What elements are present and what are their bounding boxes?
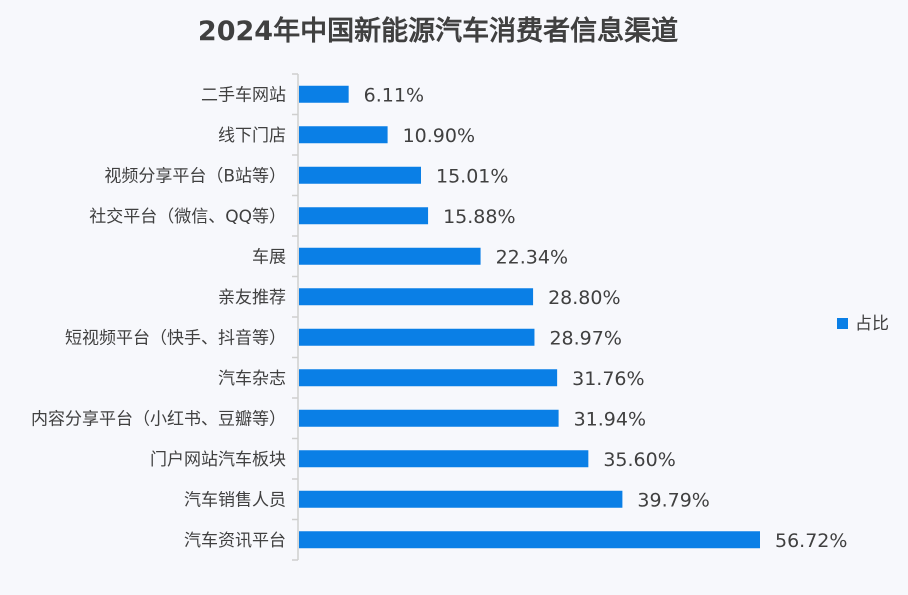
bar[interactable] — [299, 85, 349, 103]
data-label: 31.76% — [572, 368, 644, 390]
legend-swatch — [837, 318, 848, 329]
data-label: 31.94% — [574, 408, 646, 430]
y-axis — [292, 73, 299, 561]
data-label: 28.80% — [548, 287, 620, 309]
data-label: 56.72% — [775, 530, 847, 552]
bar[interactable] — [299, 288, 534, 306]
data-label: 10.90% — [403, 125, 475, 147]
legend[interactable]: 占比 — [837, 314, 889, 334]
category-label: 汽车杂志 — [218, 369, 286, 389]
legend-label: 占比 — [855, 314, 889, 334]
category-label: 社交平台（微信、QQ等） — [89, 207, 286, 227]
category-label: 内容分享平台（小红书、豆瓣等） — [31, 409, 286, 429]
data-label: 35.60% — [603, 449, 675, 471]
bar[interactable] — [299, 166, 421, 184]
category-label: 汽车销售人员 — [184, 490, 286, 510]
bar[interactable] — [299, 207, 429, 225]
bar[interactable] — [299, 409, 559, 427]
category-label: 汽车资讯平台 — [184, 531, 286, 551]
category-label: 门户网站汽车板块 — [150, 450, 286, 470]
bar[interactable] — [299, 369, 558, 387]
data-label: 15.01% — [436, 165, 508, 187]
bars-group — [299, 85, 760, 549]
category-label: 短视频平台（快手、抖音等） — [65, 328, 286, 348]
category-label: 线下门店 — [218, 126, 286, 146]
chart-title: 2024年中国新能源汽车消费者信息渠道 — [198, 15, 678, 47]
data-label: 15.88% — [443, 206, 515, 228]
bar[interactable] — [299, 247, 481, 265]
category-label: 车展 — [252, 247, 286, 267]
category-label: 二手车网站 — [201, 85, 286, 105]
bar[interactable] — [299, 328, 535, 346]
bar[interactable] — [299, 450, 589, 468]
data-label: 6.11% — [364, 84, 424, 106]
category-label: 亲友推荐 — [218, 288, 286, 308]
data-labels-group: 6.11% 10.90% 15.01% 15.88% 22.34% 28.80% 28.97… — [364, 84, 848, 552]
bar[interactable] — [299, 490, 623, 508]
bar[interactable] — [299, 531, 760, 549]
bar[interactable] — [299, 126, 388, 144]
data-label: 39.79% — [637, 489, 709, 511]
data-label: 22.34% — [496, 246, 568, 268]
data-label: 28.97% — [549, 327, 621, 349]
category-label: 视频分享平台（B站等） — [104, 166, 286, 186]
